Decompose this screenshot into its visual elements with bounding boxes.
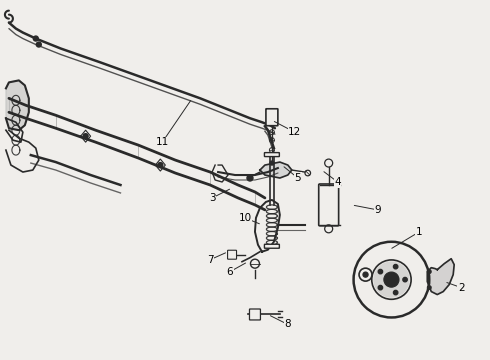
- Text: 11: 11: [156, 137, 169, 147]
- Circle shape: [83, 134, 88, 139]
- Circle shape: [393, 291, 398, 295]
- Text: 4: 4: [334, 177, 341, 187]
- Circle shape: [384, 272, 399, 287]
- Circle shape: [270, 161, 274, 165]
- Polygon shape: [260, 162, 292, 178]
- Text: 10: 10: [239, 213, 251, 223]
- Text: 1: 1: [416, 227, 423, 237]
- Text: 8: 8: [285, 319, 291, 329]
- Circle shape: [363, 272, 368, 277]
- FancyBboxPatch shape: [249, 309, 261, 320]
- Circle shape: [378, 269, 383, 274]
- Circle shape: [403, 278, 407, 282]
- Text: 12: 12: [288, 127, 301, 137]
- Circle shape: [158, 163, 163, 167]
- FancyBboxPatch shape: [265, 244, 279, 248]
- Text: 2: 2: [458, 283, 465, 293]
- Circle shape: [373, 261, 410, 298]
- Text: 7: 7: [207, 255, 214, 265]
- Circle shape: [247, 175, 253, 181]
- Text: 3: 3: [209, 193, 216, 203]
- Circle shape: [393, 265, 398, 269]
- Text: 9: 9: [374, 205, 381, 215]
- Circle shape: [36, 42, 41, 47]
- Circle shape: [378, 285, 383, 290]
- Circle shape: [427, 270, 431, 274]
- FancyBboxPatch shape: [227, 250, 237, 259]
- FancyBboxPatch shape: [265, 153, 279, 157]
- Circle shape: [33, 36, 38, 41]
- Polygon shape: [6, 80, 29, 130]
- Text: 6: 6: [227, 267, 233, 276]
- FancyBboxPatch shape: [318, 184, 339, 226]
- Text: 5: 5: [294, 173, 301, 183]
- Circle shape: [427, 286, 431, 289]
- FancyBboxPatch shape: [266, 109, 278, 126]
- Polygon shape: [427, 259, 454, 294]
